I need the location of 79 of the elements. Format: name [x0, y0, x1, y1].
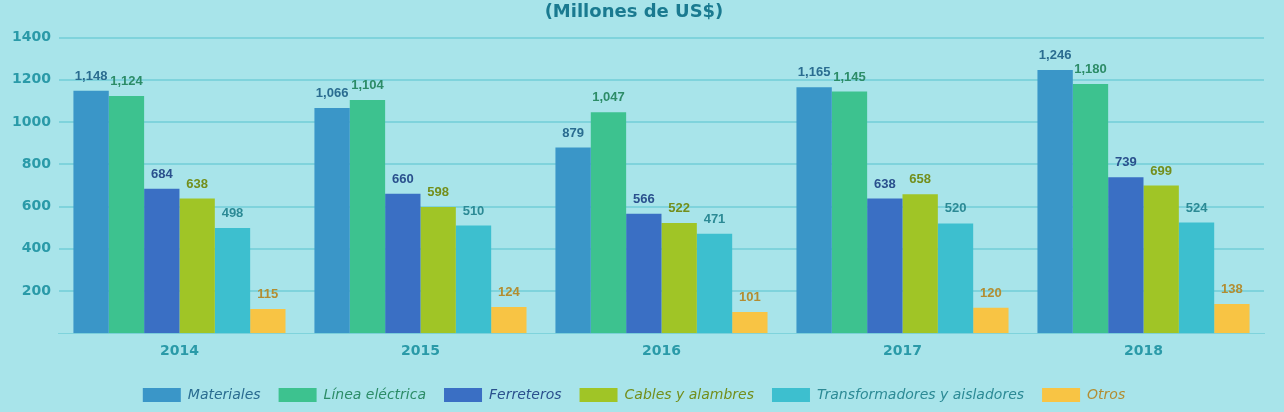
bar [1037, 70, 1073, 334]
data-label: 638 [186, 175, 208, 191]
data-label: 471 [703, 210, 726, 226]
data-label: 1,104 [351, 77, 385, 93]
y-tick-label: 800 [21, 154, 52, 171]
bar [732, 311, 768, 334]
bar [626, 213, 662, 334]
data-label: 522 [668, 200, 691, 216]
bar [1178, 222, 1215, 334]
bar [214, 228, 251, 334]
data-label: 566 [632, 190, 655, 206]
data-label: 1,124 [110, 72, 144, 88]
bar [73, 90, 109, 334]
data-label: 138 [1221, 281, 1243, 297]
bar [590, 112, 627, 334]
y-tick-label: 200 [21, 281, 52, 298]
bar [661, 222, 697, 334]
bar [455, 225, 492, 334]
bar [349, 100, 386, 334]
bar [1072, 84, 1109, 334]
bar [867, 198, 903, 334]
bar [831, 91, 868, 334]
y-tick-label: 1400 [12, 28, 52, 45]
bar [1214, 304, 1250, 334]
data-label: 1,148 [74, 67, 108, 83]
x-tick-label: 2017 [883, 342, 922, 359]
y-tick-label: 600 [21, 197, 52, 214]
data-label: 1,180 [1074, 61, 1107, 77]
legend-label: Cables y alambres [624, 385, 754, 402]
x-tick-label: 2018 [1124, 342, 1163, 359]
bar [1143, 185, 1179, 334]
legend-label: Línea eléctrica [323, 385, 427, 402]
x-tick-label: 2016 [642, 342, 681, 359]
bar [385, 193, 421, 334]
data-label: 879 [562, 124, 584, 140]
y-tick-label: 1200 [12, 70, 52, 87]
data-label: 520 [944, 200, 967, 216]
x-tick-label: 2014 [159, 342, 200, 359]
data-label: 1,165 [797, 64, 831, 80]
data-label: 658 [909, 171, 932, 187]
bar [491, 307, 527, 334]
bar [796, 87, 832, 334]
x-tick-label: 2015 [400, 342, 440, 359]
bar [973, 307, 1009, 334]
bar [144, 188, 180, 334]
legend-label: Transformadores y aisladores [816, 385, 1025, 402]
data-label: 524 [1185, 199, 1209, 215]
data-label: 684 [150, 165, 174, 181]
bar [1108, 177, 1144, 334]
bar [250, 308, 286, 334]
data-label: 124 [497, 284, 521, 300]
bar [937, 223, 974, 334]
data-label: 115 [257, 286, 279, 301]
chart-title: (Millones de US$) [544, 0, 724, 22]
bar [696, 233, 733, 334]
legend-label: Otros [1087, 385, 1126, 402]
data-label: 598 [427, 184, 449, 200]
data-label: 1,066 [315, 85, 349, 101]
y-tick-label: 1000 [12, 112, 52, 129]
bar [420, 206, 456, 334]
data-label: 1,246 [1038, 47, 1072, 63]
bar [108, 95, 145, 334]
data-label: 1,145 [833, 68, 866, 84]
data-label: 498 [221, 205, 244, 221]
data-label: 638 [873, 175, 896, 191]
legend-label: Materiales [187, 385, 261, 402]
bar [179, 198, 215, 334]
data-label: 660 [391, 170, 414, 186]
y-tick-label: 400 [21, 239, 52, 256]
data-label: 1,047 [592, 89, 625, 105]
data-label: 739 [1114, 154, 1137, 170]
data-label: 510 [462, 202, 485, 218]
bar [314, 108, 350, 334]
bar [902, 194, 938, 334]
legend-label: Ferreteros [489, 385, 562, 402]
data-label: 101 [739, 288, 761, 304]
data-label: 120 [980, 284, 1002, 300]
bar [555, 147, 591, 334]
data-label: 699 [1150, 162, 1173, 178]
